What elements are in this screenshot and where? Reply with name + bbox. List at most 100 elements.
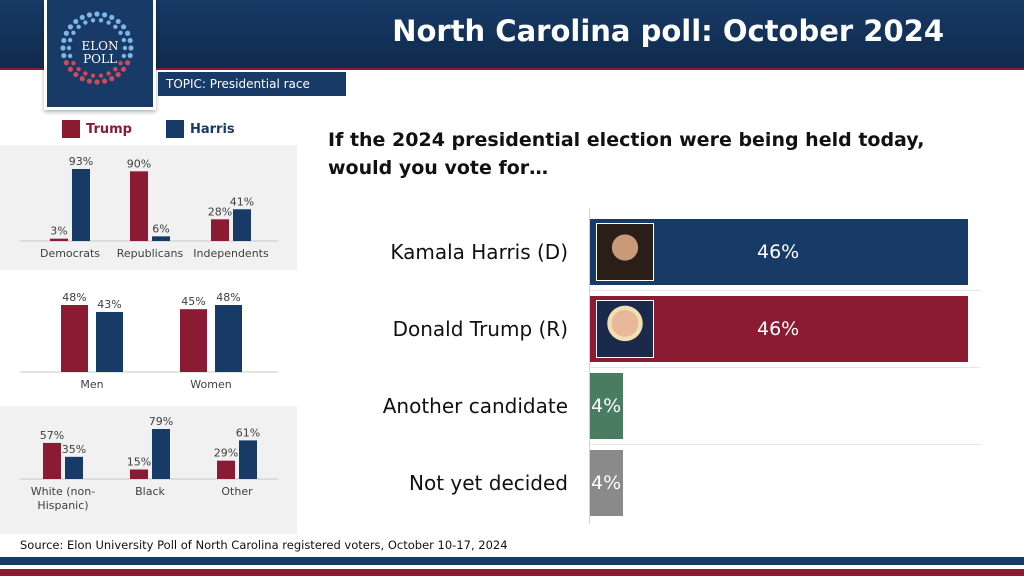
- bar-value-label: 43%: [97, 298, 121, 311]
- logo-dot: [122, 45, 128, 51]
- bar-value-label: 29%: [214, 447, 238, 460]
- trump-portrait: [596, 300, 654, 358]
- page-title: North Carolina poll: October 2024: [392, 14, 944, 48]
- logo-dot: [73, 18, 79, 25]
- bar-trump: [211, 219, 229, 241]
- header-accent-line: [0, 68, 1024, 70]
- logo-dot: [106, 71, 111, 76]
- logo-dot: [73, 71, 79, 78]
- logo-dot: [66, 45, 72, 51]
- category-label: Black: [135, 485, 165, 498]
- logo-dot: [67, 66, 74, 72]
- logo-dot: [71, 60, 76, 66]
- logo-dot: [106, 20, 111, 25]
- logo-dot: [76, 66, 81, 72]
- footer-band-white: [0, 565, 1024, 569]
- bar-trump: [50, 238, 68, 241]
- logo-dot: [76, 24, 81, 30]
- category-label: Men: [80, 378, 103, 391]
- category-label: Republicans: [117, 247, 184, 260]
- logo-dot: [109, 76, 115, 82]
- logo-dot: [115, 71, 121, 78]
- logo-dot: [86, 12, 93, 18]
- bar-trump: [217, 460, 235, 479]
- legend-label-harris: Harris: [189, 121, 235, 137]
- source-note: Source: Elon University Poll of North Ca…: [20, 538, 508, 552]
- race-chart: 57%35% White (non-Hispanic) 15% 79% Black 29%…: [20, 415, 278, 512]
- footer-band-navy: [0, 557, 1024, 565]
- bar-trump: [61, 305, 88, 372]
- main-chart-row: Donald Trump (R) 46%: [330, 296, 990, 362]
- logo-dot: [101, 12, 108, 18]
- logo-dot: [109, 14, 115, 20]
- bar-trump: [43, 442, 61, 479]
- bar-value-label: 57%: [40, 429, 64, 442]
- logo-dot: [83, 20, 88, 25]
- category-label: Democrats: [40, 247, 100, 260]
- bar-value-label: 48%: [216, 291, 240, 304]
- logo-dot: [90, 18, 96, 23]
- question-text: If the 2024 presidential election were b…: [328, 129, 925, 179]
- bar-value-label: 93%: [69, 155, 93, 168]
- logo-dot: [90, 73, 96, 78]
- logo-dot: [121, 37, 127, 43]
- bar-harris: [233, 209, 251, 241]
- main-bar: 46%: [590, 296, 968, 362]
- logo-dot: [113, 24, 118, 30]
- legend-item-trump: Trump: [62, 120, 132, 138]
- logo-dot: [125, 60, 131, 66]
- logo-dot: [125, 30, 131, 36]
- bar-value-label: 6%: [152, 222, 169, 235]
- bar-trump: [130, 171, 148, 241]
- row-separator: [590, 290, 980, 291]
- logo-line2: POLL: [83, 52, 117, 66]
- logo-dot: [127, 52, 133, 59]
- category-label: Hispanic): [37, 499, 88, 512]
- bar-value-label: 61%: [236, 426, 260, 439]
- elon-poll-logo: ELON POLL: [44, 0, 156, 110]
- bar-value-label: 90%: [127, 157, 151, 170]
- logo-dot: [113, 66, 118, 72]
- party-chart-panel: 3% 93% Democrats 90% 6% Republicans 28% 41% Inde…: [0, 145, 297, 270]
- logo-dot: [120, 66, 127, 72]
- bar-trump: [130, 469, 148, 479]
- bar-harris: [65, 456, 83, 479]
- bar-value-label: 41%: [230, 195, 254, 208]
- logo-dot: [83, 71, 88, 76]
- legend: Trump Harris: [62, 120, 235, 138]
- gender-chart-panel: 48% 43% Men 45% 48% Women: [0, 280, 297, 398]
- main-chart-row: Not yet decided 4%: [330, 450, 990, 516]
- logo-dot: [67, 24, 74, 30]
- legend-swatch-trump: [62, 120, 80, 138]
- bar-value-label: 79%: [149, 415, 173, 428]
- logo-dot: [61, 52, 67, 59]
- row-separator: [590, 444, 980, 445]
- logo-dot: [121, 53, 127, 59]
- category-label: Women: [190, 378, 231, 391]
- logo-dot: [118, 30, 123, 36]
- bar-trump: [180, 309, 207, 372]
- logo-dot: [61, 37, 67, 44]
- main-chart-row: Kamala Harris (D) 46%: [330, 219, 990, 285]
- logo-dot: [94, 11, 100, 17]
- logo-dot: [60, 45, 66, 51]
- main-bar: 4%: [590, 450, 623, 516]
- footer-band-red: [0, 569, 1024, 576]
- bar-harris: [72, 169, 90, 241]
- main-bar: 46%: [590, 219, 968, 285]
- main-bar-value-label: 46%: [757, 318, 800, 340]
- race-chart-panel: 57% 35% White (non- Hispanic) 15% 79% Black 29%…: [0, 406, 297, 534]
- gender-chart: 48% 43% Men 45% 48% Women: [20, 291, 278, 391]
- main-bar-value-label: 4%: [591, 395, 622, 417]
- logo-dots-icon: [60, 11, 134, 85]
- legend-label-trump: Trump: [86, 121, 132, 137]
- bar-value-label: 3%: [50, 225, 67, 238]
- candidate-label: Not yet decided: [409, 471, 568, 495]
- party-chart: 3% 93% Democrats 90% 6% Republicans 28%41% Inde…: [20, 155, 278, 260]
- logo-dot: [79, 14, 85, 20]
- logo-dot: [94, 79, 100, 85]
- logo-dot: [101, 78, 108, 84]
- main-bar-value-label: 46%: [757, 241, 800, 263]
- logo-dot: [67, 37, 73, 43]
- candidate-label: Kamala Harris (D): [390, 240, 568, 264]
